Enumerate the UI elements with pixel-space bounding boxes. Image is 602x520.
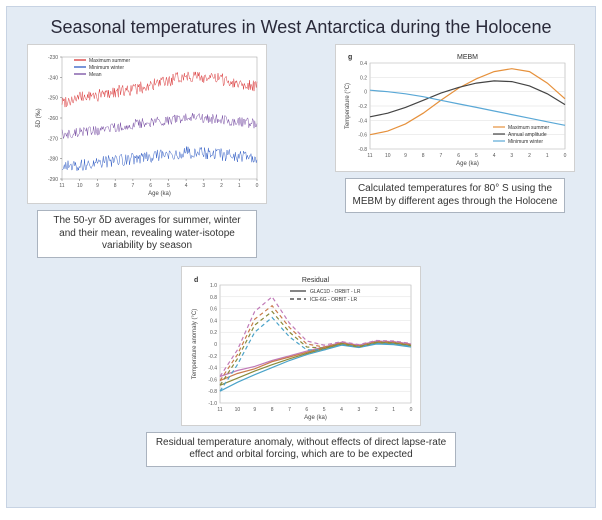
svg-text:-0.2: -0.2 (208, 353, 217, 359)
svg-text:0: 0 (564, 153, 567, 159)
svg-text:GLAC1D - ORBIT - LR: GLAC1D - ORBIT - LR (310, 289, 361, 295)
svg-text:8: 8 (271, 407, 274, 413)
svg-text:-230: -230 (48, 55, 58, 61)
bottom-row: Residual d -1.0 -0.8 -0.6 -0.4 -0.2 0 0.2 0.4 0.6 0… (7, 266, 595, 467)
figure-a-column: -290-280-270-260-250-240-230111098765432… (27, 44, 267, 258)
svg-text:-250: -250 (48, 96, 58, 102)
svg-text:Annual amplitude: Annual amplitude (508, 132, 547, 138)
svg-text:ICE-6G - ORBIT - LR: ICE-6G - ORBIT - LR (310, 297, 358, 303)
svg-text:-240: -240 (48, 75, 58, 81)
chart-a: -290-280-270-260-250-240-230111098765432… (32, 49, 262, 199)
svg-text:0: 0 (214, 342, 217, 348)
svg-text:9: 9 (253, 407, 256, 413)
svg-text:-0.4: -0.4 (358, 118, 367, 124)
svg-text:Temperature anomaly (°C): Temperature anomaly (°C) (192, 308, 198, 378)
svg-text:8: 8 (114, 183, 117, 189)
svg-text:Residual: Residual (302, 277, 330, 284)
page-title: Seasonal temperatures in West Antarctica… (7, 7, 595, 44)
svg-text:6: 6 (149, 183, 152, 189)
svg-text:1: 1 (238, 183, 241, 189)
svg-text:1: 1 (546, 153, 549, 159)
figure-a-box: -290-280-270-260-250-240-230111098765432… (27, 44, 267, 204)
svg-text:5: 5 (167, 183, 170, 189)
svg-text:δD (‰): δD (‰) (36, 108, 42, 127)
svg-text:Maximum summer: Maximum summer (89, 58, 130, 64)
svg-text:-0.6: -0.6 (208, 377, 217, 383)
svg-text:d: d (194, 277, 198, 284)
svg-text:3: 3 (202, 183, 205, 189)
svg-text:11: 11 (217, 407, 222, 413)
svg-text:5: 5 (323, 407, 326, 413)
svg-text:-280: -280 (48, 157, 58, 163)
slide: Seasonal temperatures in West Antarctica… (6, 6, 596, 508)
svg-text:Age (ka): Age (ka) (304, 415, 327, 421)
caption-d: Residual temperature anomaly, without ef… (146, 432, 456, 467)
svg-text:10: 10 (385, 153, 391, 159)
svg-text:0.8: 0.8 (210, 294, 217, 300)
svg-text:Mean: Mean (89, 72, 102, 78)
svg-text:g: g (348, 54, 352, 61)
svg-text:0: 0 (410, 407, 413, 413)
svg-text:4: 4 (493, 153, 496, 159)
svg-text:2: 2 (375, 407, 378, 413)
svg-text:2: 2 (220, 183, 223, 189)
svg-text:3: 3 (510, 153, 513, 159)
svg-text:Minimum winter: Minimum winter (89, 65, 124, 71)
svg-text:0.2: 0.2 (210, 330, 217, 336)
svg-text:-1.0: -1.0 (208, 401, 217, 407)
svg-text:10: 10 (77, 183, 83, 189)
svg-text:-0.4: -0.4 (208, 365, 217, 371)
svg-text:0: 0 (364, 90, 367, 96)
svg-text:9: 9 (404, 153, 407, 159)
top-row: -290-280-270-260-250-240-230111098765432… (7, 44, 595, 258)
svg-text:4: 4 (340, 407, 343, 413)
svg-text:11: 11 (367, 153, 372, 159)
svg-text:5: 5 (475, 153, 478, 159)
svg-text:1.0: 1.0 (210, 283, 217, 289)
figure-g-column: MEBMg-0.8-0.6-0.4-0.200.20.4111098765432… (335, 44, 575, 258)
svg-text:7: 7 (440, 153, 443, 159)
svg-text:-0.8: -0.8 (358, 147, 367, 153)
caption-g: Calculated temperatures for 80° S using … (345, 178, 565, 213)
svg-text:MEBM: MEBM (457, 54, 478, 61)
svg-text:2: 2 (528, 153, 531, 159)
svg-text:-290: -290 (48, 177, 58, 183)
svg-text:10: 10 (235, 407, 241, 413)
svg-text:3: 3 (358, 407, 361, 413)
svg-text:Minimum winter: Minimum winter (508, 139, 543, 145)
chart-g: MEBMg-0.8-0.6-0.4-0.200.20.4111098765432… (340, 49, 570, 167)
figure-d-box: Residual d -1.0 -0.8 -0.6 -0.4 -0.2 0 0.2 0.4 0.6 0… (181, 266, 421, 426)
svg-text:Age (ka): Age (ka) (148, 191, 171, 197)
svg-text:7: 7 (132, 183, 135, 189)
svg-text:Maximum summer: Maximum summer (508, 125, 549, 131)
svg-text:0.2: 0.2 (360, 75, 367, 81)
svg-text:6: 6 (305, 407, 308, 413)
figure-g-box: MEBMg-0.8-0.6-0.4-0.200.20.4111098765432… (335, 44, 575, 172)
svg-text:Temperature (°C): Temperature (°C) (345, 83, 351, 129)
svg-text:0: 0 (256, 183, 259, 189)
svg-text:-270: -270 (48, 136, 58, 142)
caption-a: The 50-yr δD averages for summer, winter… (37, 210, 257, 258)
svg-text:0.6: 0.6 (210, 306, 217, 312)
svg-text:0.4: 0.4 (360, 61, 367, 67)
svg-text:4: 4 (185, 183, 188, 189)
svg-text:11: 11 (59, 183, 64, 189)
svg-text:Age (ka): Age (ka) (456, 161, 479, 167)
svg-text:7: 7 (288, 407, 291, 413)
svg-text:9: 9 (96, 183, 99, 189)
svg-text:-0.8: -0.8 (208, 389, 217, 395)
svg-text:8: 8 (422, 153, 425, 159)
svg-text:-0.2: -0.2 (358, 104, 367, 110)
svg-text:1: 1 (392, 407, 395, 413)
svg-text:-260: -260 (48, 116, 58, 122)
chart-d: Residual d -1.0 -0.8 -0.6 -0.4 -0.2 0 0.2 0.4 0.6 0… (186, 271, 416, 421)
svg-text:0.4: 0.4 (210, 318, 217, 324)
svg-text:-0.6: -0.6 (358, 133, 367, 139)
svg-text:6: 6 (457, 153, 460, 159)
